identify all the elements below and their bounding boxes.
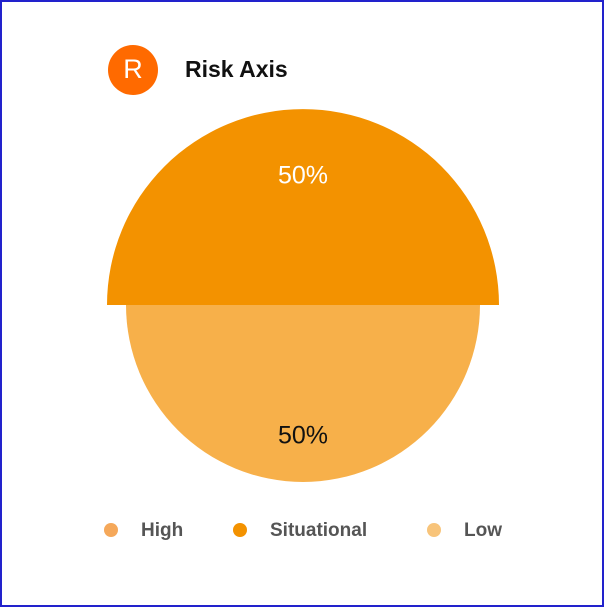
slice-label: 50% <box>278 422 328 450</box>
pie-slice <box>107 109 499 305</box>
legend-label: Low <box>464 520 502 541</box>
legend-marker <box>104 523 118 537</box>
legend-label: High <box>141 520 183 541</box>
legend-marker <box>427 523 441 537</box>
legend-label: Situational <box>270 520 367 541</box>
slice-label: 50% <box>278 162 328 190</box>
title-icon <box>108 45 158 95</box>
legend-marker <box>233 523 247 537</box>
pie-slice <box>126 305 480 482</box>
title-icon-label: R <box>123 54 143 84</box>
chart-title: Risk Axis <box>185 56 288 82</box>
